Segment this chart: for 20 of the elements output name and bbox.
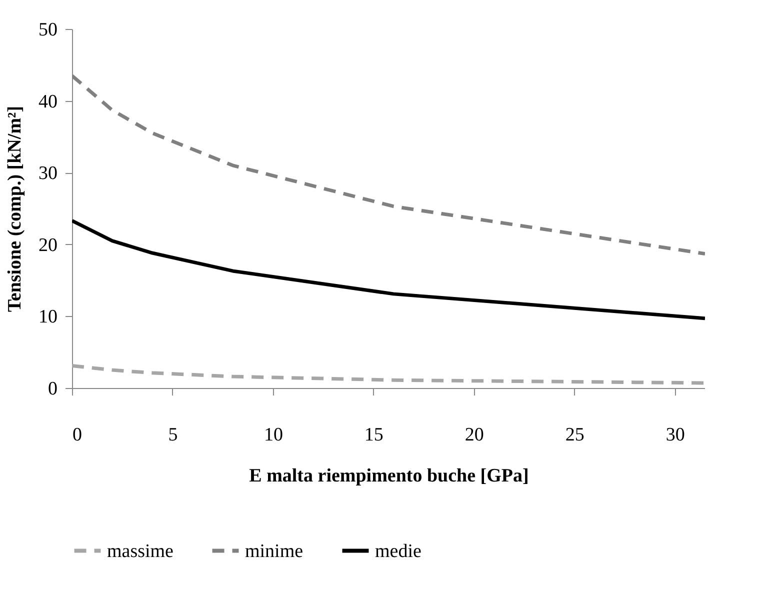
y-tick-label: 50 (38, 20, 58, 40)
y-tick-label: 0 (48, 378, 58, 400)
legend-label: massime (107, 540, 174, 562)
x-tick-label: 5 (168, 424, 178, 446)
y-tick-label: 30 (38, 163, 58, 184)
x-tick-label: 10 (264, 424, 283, 446)
x-tick-label: 0 (72, 424, 82, 446)
y-axis-title: Tensione (comp.) [kN/m²] (4, 106, 26, 312)
x-tick-label: 30 (666, 424, 685, 446)
line-series (72, 218, 705, 320)
legend-label: minime (245, 540, 304, 562)
legend-label: medie (375, 540, 422, 562)
y-tick-label: 10 (38, 306, 58, 328)
x-tick-label: 15 (364, 424, 384, 446)
y-tick-label: 20 (38, 234, 58, 256)
y-tick-label: 40 (38, 91, 58, 112)
x-axis-title: E malta riempimento buche [GPa] (249, 466, 529, 486)
line-series (72, 364, 705, 385)
x-tick-label: 25 (565, 424, 584, 446)
x-tick-label: 20 (464, 424, 484, 446)
